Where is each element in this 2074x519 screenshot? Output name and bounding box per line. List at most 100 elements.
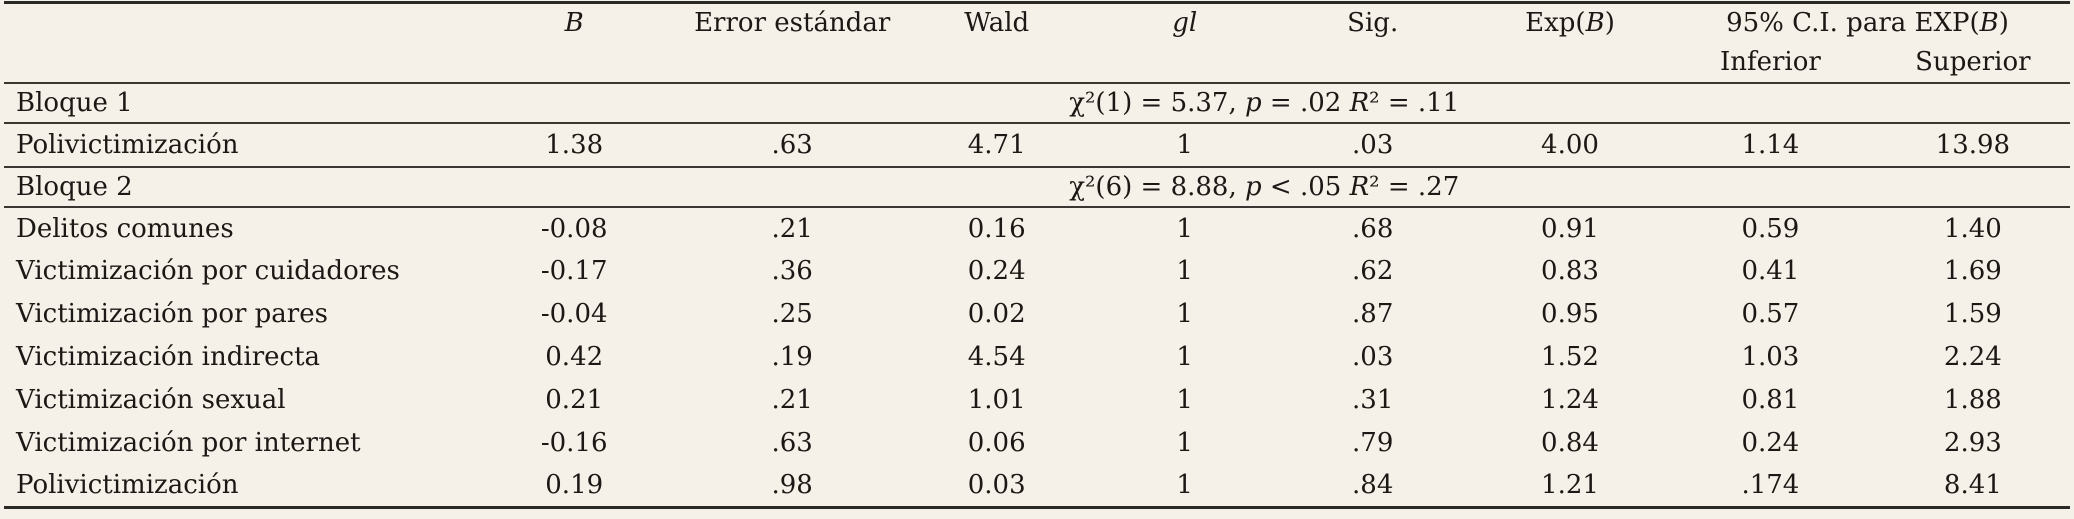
cell-gl: 1: [1176, 470, 1193, 501]
table-row: Victimización sexual 0.21 .21 1.01 1 .31…: [4, 379, 2070, 422]
cell-exp-b: 0.95: [1541, 299, 1599, 329]
cell-exp-b: 4.00: [1541, 129, 1599, 160]
column-header-b: B: [564, 8, 584, 39]
cell-ci-superior: 1.88: [1943, 385, 2002, 415]
cell-wald: 4.71: [967, 129, 1026, 160]
table-header: B Error estándar Wald gl Sig. Exp(B) 95%…: [4, 3, 2070, 83]
block-label: Bloque 1: [16, 87, 133, 118]
cell-se: .63: [771, 129, 813, 160]
cell-ci-superior: 8.41: [1943, 470, 2002, 501]
table-body: Bloque 1 χ²(1) = 5.37, p = .02 R² = .11 …: [4, 83, 2070, 508]
header-row-1: B Error estándar Wald gl Sig. Exp(B) 95%…: [4, 3, 2070, 43]
block-chi-square-stat: χ²(6) = 8.88, p < .05 R² = .27: [1069, 171, 1460, 202]
cell-wald: 4.54: [967, 342, 1026, 372]
block-chi-square-stat: χ²(1) = 5.37, p = .02 R² = .11: [1069, 87, 1460, 118]
logistic-regression-table: B Error estándar Wald gl Sig. Exp(B) 95%…: [4, 1, 2070, 509]
cell-wald: 1.01: [967, 385, 1026, 415]
cell-sig: .68: [1352, 213, 1394, 244]
cell-sig: .03: [1352, 129, 1394, 160]
cell-se: .19: [771, 342, 813, 372]
cell-se: .21: [771, 385, 813, 415]
cell-wald: 0.02: [967, 299, 1026, 329]
cell-exp-b: 1.24: [1541, 385, 1599, 415]
table-row: Polivictimización 0.19 .98 0.03 1 .84 1.…: [4, 465, 2070, 508]
cell-b: 0.19: [545, 470, 604, 501]
cell-b: -0.04: [540, 299, 608, 329]
cell-ci-inferior: 0.81: [1741, 385, 1800, 415]
cell-se: .21: [771, 213, 813, 244]
row-label: Victimización por cuidadores: [16, 256, 400, 286]
cell-exp-b: 1.52: [1541, 342, 1599, 372]
table-row: Victimización indirecta 0.42 .19 4.54 1 …: [4, 336, 2070, 379]
cell-b: -0.17: [540, 256, 608, 286]
cell-wald: 0.24: [967, 256, 1026, 286]
cell-b: -0.08: [540, 213, 608, 244]
cell-ci-inferior: 0.57: [1741, 299, 1800, 329]
cell-ci-inferior: 1.14: [1741, 129, 1800, 160]
cell-sig: .31: [1352, 385, 1394, 415]
cell-ci-superior: 2.93: [1943, 428, 2002, 458]
column-header-exp-b: Exp(B): [1525, 8, 1615, 39]
row-label: Delitos comunes: [16, 213, 234, 244]
column-header-95-ci: 95% C.I. para EXP(B): [1726, 8, 2009, 39]
row-label: Victimización sexual: [16, 385, 286, 415]
cell-wald: 0.03: [967, 470, 1026, 501]
cell-exp-b: 0.91: [1541, 213, 1599, 244]
cell-gl: 1: [1176, 256, 1193, 286]
block-row-bloque-2: Bloque 2 χ²(6) = 8.88, p < .05 R² = .27: [4, 167, 2070, 207]
cell-ci-superior: 1.40: [1943, 213, 2002, 244]
cell-ci-superior: 2.24: [1943, 342, 2002, 372]
block-label: Bloque 2: [16, 171, 133, 202]
cell-ci-inferior: 1.03: [1741, 342, 1800, 372]
table-row: Polivictimización 1.38 .63 4.71 1 .03 4.…: [4, 123, 2070, 167]
cell-se: .98: [771, 470, 813, 501]
cell-ci-inferior: 0.59: [1741, 213, 1800, 244]
table-row: Victimización por pares -0.04 .25 0.02 1…: [4, 293, 2070, 336]
cell-exp-b: 0.84: [1541, 428, 1599, 458]
column-header-error-estandar: Error estándar: [694, 8, 891, 39]
cell-ci-superior: 13.98: [1935, 129, 2011, 160]
header-row-2: Inferior Superior: [4, 43, 2070, 83]
cell-wald: 0.06: [967, 428, 1026, 458]
column-header-gl: gl: [1172, 8, 1198, 39]
cell-ci-inferior: .174: [1741, 470, 1800, 501]
cell-sig: .84: [1352, 470, 1394, 501]
cell-ci-inferior: 0.41: [1741, 256, 1800, 286]
cell-ci-inferior: 0.24: [1741, 428, 1800, 458]
column-header-superior: Superior: [1915, 47, 2031, 77]
table-row: Victimización por cuidadores -0.17 .36 0…: [4, 250, 2070, 293]
block-row-bloque-1: Bloque 1 χ²(1) = 5.37, p = .02 R² = .11: [4, 83, 2070, 123]
cell-ci-superior: 1.69: [1943, 256, 2002, 286]
row-label: Polivictimización: [16, 470, 239, 501]
cell-gl: 1: [1176, 342, 1193, 372]
cell-gl: 1: [1176, 428, 1193, 458]
cell-ci-superior: 1.59: [1943, 299, 2002, 329]
cell-se: .63: [771, 428, 813, 458]
cell-gl: 1: [1176, 385, 1193, 415]
row-label: Victimización por internet: [16, 428, 361, 458]
cell-se: .36: [771, 256, 813, 286]
cell-gl: 1: [1176, 299, 1193, 329]
cell-gl: 1: [1176, 213, 1193, 244]
cell-sig: .03: [1352, 342, 1394, 372]
cell-exp-b: 1.21: [1541, 470, 1599, 501]
cell-sig: .79: [1352, 428, 1394, 458]
cell-exp-b: 0.83: [1541, 256, 1599, 286]
table-row: Victimización por internet -0.16 .63 0.0…: [4, 422, 2070, 465]
table-row: Delitos comunes -0.08 .21 0.16 1 .68 0.9…: [4, 207, 2070, 250]
column-header-sig: Sig.: [1347, 8, 1399, 39]
column-header-spacer: [4, 43, 1665, 83]
cell-b: -0.16: [540, 428, 608, 458]
cell-sig: .87: [1352, 299, 1394, 329]
column-header-empty: [4, 3, 459, 43]
cell-b: 0.42: [545, 342, 604, 372]
column-header-inferior: Inferior: [1719, 47, 1821, 77]
column-header-wald: Wald: [964, 8, 1030, 39]
row-label: Victimización por pares: [16, 299, 328, 329]
row-label: Polivictimización: [16, 129, 239, 160]
cell-wald: 0.16: [967, 213, 1026, 244]
cell-se: .25: [771, 299, 813, 329]
cell-gl: 1: [1176, 129, 1193, 160]
row-label: Victimización indirecta: [16, 342, 321, 372]
